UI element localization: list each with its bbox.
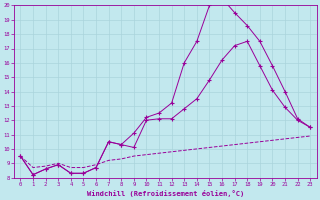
X-axis label: Windchill (Refroidissement éolien,°C): Windchill (Refroidissement éolien,°C) (87, 190, 244, 197)
